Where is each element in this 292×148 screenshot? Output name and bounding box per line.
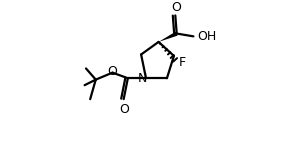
Text: O: O bbox=[119, 103, 129, 116]
Text: O: O bbox=[107, 65, 117, 78]
Text: OH: OH bbox=[197, 30, 217, 43]
Polygon shape bbox=[159, 32, 178, 42]
Text: F: F bbox=[179, 56, 186, 69]
Text: N: N bbox=[138, 72, 148, 85]
Text: O: O bbox=[171, 1, 181, 14]
